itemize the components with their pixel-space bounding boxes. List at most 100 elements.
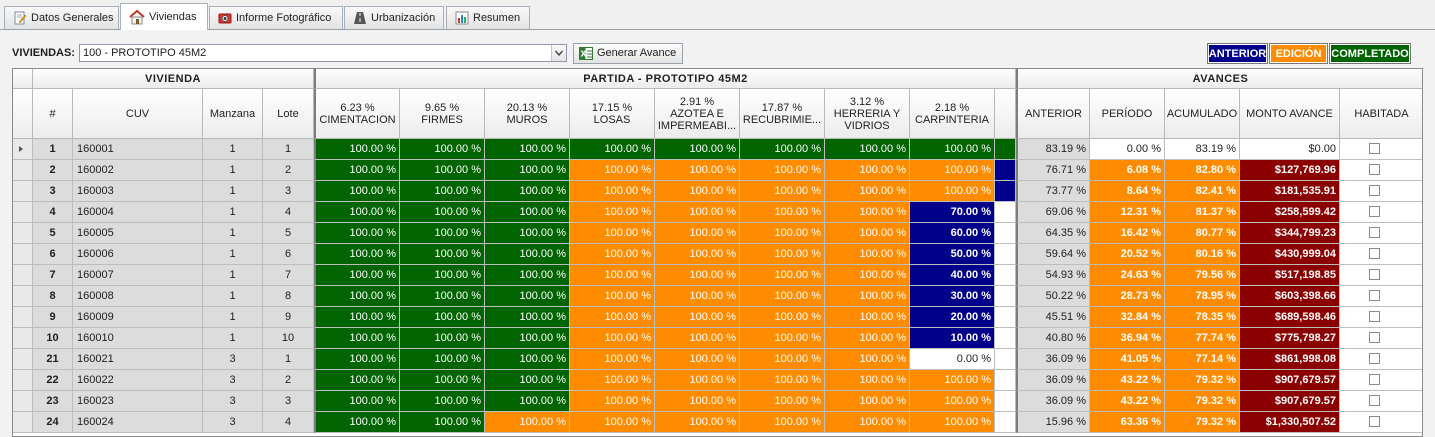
row-indicator[interactable] <box>13 139 33 160</box>
column-header-losas[interactable]: 17.15 % LOSAS <box>570 89 655 139</box>
cell-monto[interactable]: $689,598.46 <box>1240 307 1340 328</box>
column-header-cuv[interactable]: CUV <box>73 89 203 139</box>
cell-habitada[interactable] <box>1340 307 1422 328</box>
cell-partida[interactable]: 100.00 % <box>400 181 485 202</box>
cell-partida[interactable]: 100.00 % <box>655 223 740 244</box>
cell-cuv[interactable]: 160006 <box>73 244 203 265</box>
cell-partida[interactable]: 100.00 % <box>655 244 740 265</box>
cell-partida[interactable]: 100.00 % <box>655 370 740 391</box>
cell-lote[interactable]: 7 <box>263 265 314 286</box>
cell-partida[interactable]: 100.00 % <box>400 223 485 244</box>
cell-partida[interactable]: 100.00 % <box>655 349 740 370</box>
cell-partida[interactable]: 60.00 % <box>910 223 995 244</box>
cell-partida[interactable]: 100.00 % <box>910 391 995 412</box>
cell-periodo[interactable]: 24.63 % <box>1090 265 1165 286</box>
cell-periodo[interactable]: 0.00 % <box>1090 139 1165 160</box>
cell-num[interactable]: 10 <box>33 328 73 349</box>
cell-manzana[interactable]: 3 <box>203 349 263 370</box>
cell-cuv[interactable]: 160021 <box>73 349 203 370</box>
cell-manzana[interactable]: 3 <box>203 412 263 433</box>
cell-cuv[interactable]: 160004 <box>73 202 203 223</box>
cell-manzana[interactable]: 1 <box>203 181 263 202</box>
cell-partida[interactable]: 100.00 % <box>400 349 485 370</box>
cell-partida[interactable]: 100.00 % <box>314 202 400 223</box>
cell-num[interactable]: 21 <box>33 349 73 370</box>
cell-partida[interactable]: 100.00 % <box>400 391 485 412</box>
cell-partida[interactable]: 100.00 % <box>910 160 995 181</box>
cell-partida[interactable]: 100.00 % <box>655 139 740 160</box>
cell-manzana[interactable]: 1 <box>203 202 263 223</box>
cell-partida[interactable]: 10.00 % <box>910 328 995 349</box>
cell-num[interactable]: 7 <box>33 265 73 286</box>
cell-periodo[interactable]: 36.94 % <box>1090 328 1165 349</box>
column-header-periodo[interactable]: PERÍODO <box>1090 89 1165 139</box>
cell-lote[interactable]: 1 <box>263 349 314 370</box>
table-row[interactable]: 4 160004 1 4 100.00 % 100.00 % 100.00 % 100.00 … <box>13 202 1422 223</box>
cell-partida[interactable]: 100.00 % <box>655 265 740 286</box>
row-indicator[interactable] <box>13 223 33 244</box>
cell-manzana[interactable]: 1 <box>203 160 263 181</box>
cell-periodo[interactable]: 12.31 % <box>1090 202 1165 223</box>
habitada-checkbox[interactable] <box>1369 206 1380 217</box>
cell-monto[interactable]: $430,999.04 <box>1240 244 1340 265</box>
cell-cuv[interactable]: 160002 <box>73 160 203 181</box>
cell-partida[interactable]: 100.00 % <box>740 307 825 328</box>
cell-partida[interactable]: 100.00 % <box>655 202 740 223</box>
cell-partida[interactable]: 100.00 % <box>485 265 570 286</box>
cell-partida[interactable]: 100.00 % <box>825 412 910 433</box>
cell-partida[interactable]: 100.00 % <box>740 181 825 202</box>
cell-num[interactable]: 6 <box>33 244 73 265</box>
cell-lote[interactable]: 3 <box>263 181 314 202</box>
cell-partida[interactable]: 0.00 % <box>910 349 995 370</box>
cell-partida[interactable]: 100.00 % <box>570 370 655 391</box>
cell-lote[interactable]: 2 <box>263 370 314 391</box>
cell-partida[interactable]: 100.00 % <box>825 265 910 286</box>
cell-partida[interactable]: 100.00 % <box>740 328 825 349</box>
cell-monto[interactable]: $181,535.91 <box>1240 181 1340 202</box>
cell-partida[interactable]: 100.00 % <box>570 181 655 202</box>
cell-partida[interactable]: 100.00 % <box>825 328 910 349</box>
cell-partida[interactable]: 70.00 % <box>910 202 995 223</box>
column-header-cimentacion[interactable]: 6.23 % CIMENTACION <box>314 89 400 139</box>
cell-partida[interactable]: 100.00 % <box>740 244 825 265</box>
cell-periodo[interactable]: 8.64 % <box>1090 181 1165 202</box>
cell-partida[interactable]: 100.00 % <box>570 328 655 349</box>
cell-partida[interactable]: 20.00 % <box>910 307 995 328</box>
row-indicator[interactable] <box>13 202 33 223</box>
column-header-recubrimiento[interactable]: 17.87 % RECUBRIMIE... <box>740 89 825 139</box>
cell-partida[interactable]: 100.00 % <box>825 349 910 370</box>
cell-partida[interactable]: 100.00 % <box>655 286 740 307</box>
cell-partida[interactable]: 100.00 % <box>740 202 825 223</box>
cell-partida[interactable]: 30.00 % <box>910 286 995 307</box>
cell-cuv[interactable]: 160001 <box>73 139 203 160</box>
column-header-muros[interactable]: 20.13 % MUROS <box>485 89 570 139</box>
cell-manzana[interactable]: 1 <box>203 244 263 265</box>
cell-monto[interactable]: $0.00 <box>1240 139 1340 160</box>
cell-partida[interactable]: 100.00 % <box>485 370 570 391</box>
cell-partida[interactable]: 100.00 % <box>825 202 910 223</box>
table-row[interactable]: 5 160005 1 5 100.00 % 100.00 % 100.00 % 100.00 … <box>13 223 1422 244</box>
cell-cuv[interactable]: 160005 <box>73 223 203 244</box>
cell-periodo[interactable]: 43.22 % <box>1090 391 1165 412</box>
cell-habitada[interactable] <box>1340 370 1422 391</box>
habitada-checkbox[interactable] <box>1369 143 1380 154</box>
cell-partida[interactable]: 100.00 % <box>485 244 570 265</box>
cell-partida[interactable]: 100.00 % <box>400 265 485 286</box>
cell-partida[interactable]: 100.00 % <box>655 391 740 412</box>
cell-acumulado[interactable]: 82.80 % <box>1165 160 1240 181</box>
row-indicator[interactable] <box>13 244 33 265</box>
cell-periodo[interactable]: 16.42 % <box>1090 223 1165 244</box>
cell-partida[interactable]: 100.00 % <box>570 412 655 433</box>
table-row[interactable]: 9 160009 1 9 100.00 % 100.00 % 100.00 % 100.00 … <box>13 307 1422 328</box>
cell-acumulado[interactable]: 78.35 % <box>1165 307 1240 328</box>
cell-partida[interactable]: 100.00 % <box>314 286 400 307</box>
habitada-checkbox[interactable] <box>1369 416 1380 427</box>
cell-acumulado[interactable]: 80.16 % <box>1165 244 1240 265</box>
cell-partida[interactable]: 100.00 % <box>485 139 570 160</box>
table-row[interactable]: 8 160008 1 8 100.00 % 100.00 % 100.00 % 100.00 … <box>13 286 1422 307</box>
cell-periodo[interactable]: 41.05 % <box>1090 349 1165 370</box>
row-indicator[interactable] <box>13 349 33 370</box>
table-row[interactable]: 21 160021 3 1 100.00 % 100.00 % 100.00 % 100.00… <box>13 349 1422 370</box>
cell-habitada[interactable] <box>1340 349 1422 370</box>
column-header-carpinteria[interactable]: 2.18 % CARPINTERIA <box>910 89 995 139</box>
